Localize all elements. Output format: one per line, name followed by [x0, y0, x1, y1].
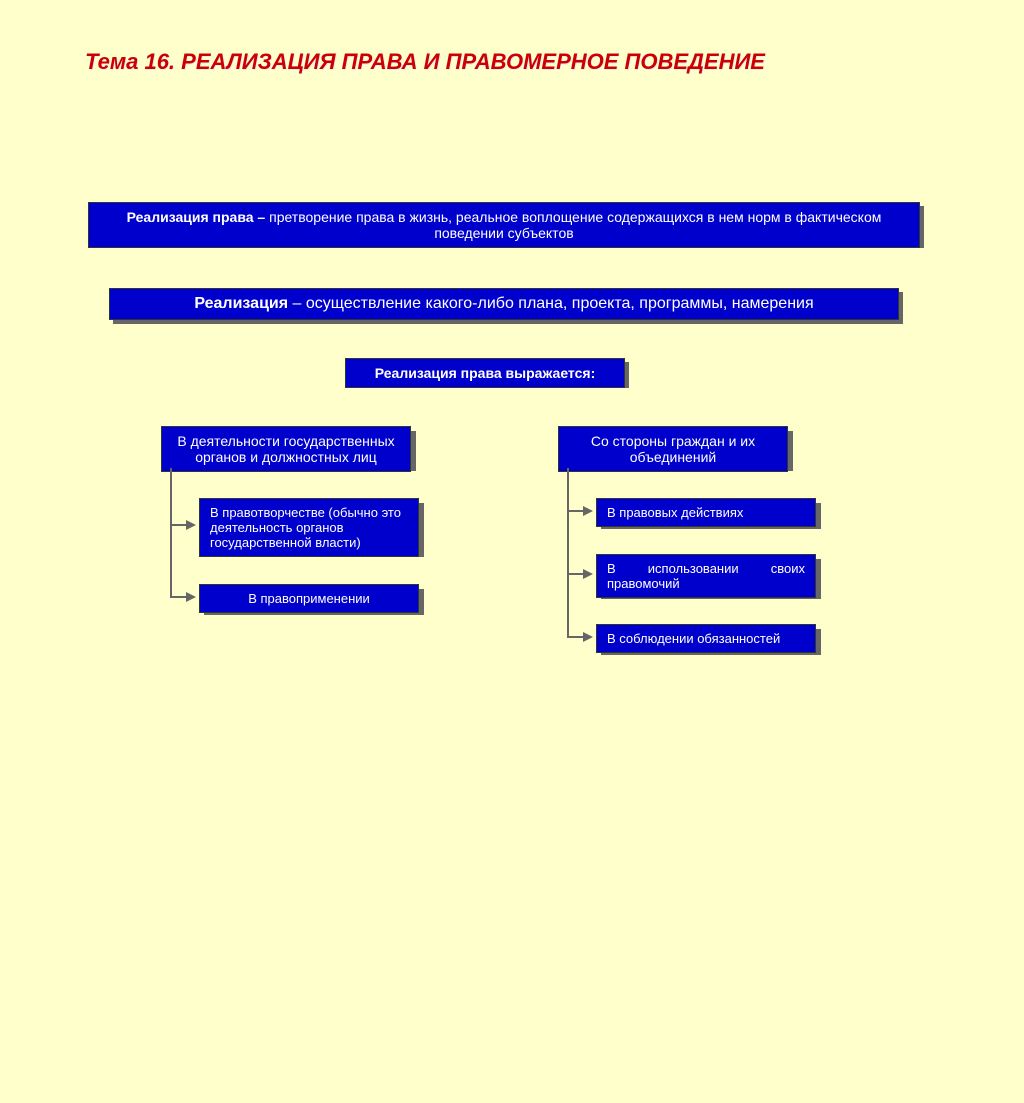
page-title: Тема 16. РЕАЛИЗАЦИЯ ПРАВА И ПРАВОМЕРНОЕ … [85, 48, 785, 76]
right-item2-text: В использовании своих правомочий [607, 561, 805, 591]
right-item-3: В соблюдении обязанностей [596, 624, 816, 653]
left-item-1: В правотворчестве (обычно это деятельнос… [199, 498, 419, 557]
left-item1-text: В правотворчестве (обычно это деятельнос… [210, 505, 401, 550]
arrow-icon [583, 632, 593, 642]
def1-rest: претворение права в жизнь, реальное вопл… [269, 209, 881, 241]
arrow-icon [186, 520, 196, 530]
def2-rest: – осуществление какого-либо плана, проек… [288, 295, 814, 312]
connector-line [170, 468, 172, 598]
expresses-box: Реализация права выражается: [345, 358, 625, 388]
arrow-icon [583, 506, 593, 516]
definition-box-2: Реализация – осуществление какого-либо п… [109, 288, 899, 320]
expresses-text: Реализация права выражается: [375, 365, 595, 381]
left-item-2: В правоприменении [199, 584, 419, 613]
def1-lead: Реализация права – [127, 209, 269, 225]
right-item3-text: В соблюдении обязанностей [607, 631, 780, 646]
arrow-icon [186, 592, 196, 602]
left-header-text: В деятельности государственных органов и… [177, 433, 394, 465]
connector-line [567, 468, 569, 638]
right-item-2: В использовании своих правомочий [596, 554, 816, 598]
arrow-icon [583, 569, 593, 579]
definition-box-1: Реализация права – претворение права в ж… [88, 202, 920, 248]
decorative-arc [0, 0, 1024, 1103]
right-item1-text: В правовых действиях [607, 505, 743, 520]
left-item2-text: В правоприменении [248, 591, 370, 606]
def2-lead: Реализация [194, 295, 288, 312]
right-header-box: Со стороны граждан и их объединений [558, 426, 788, 472]
left-header-box: В деятельности государственных органов и… [161, 426, 411, 472]
right-item-1: В правовых действиях [596, 498, 816, 527]
right-header-text: Со стороны граждан и их объединений [591, 433, 755, 465]
